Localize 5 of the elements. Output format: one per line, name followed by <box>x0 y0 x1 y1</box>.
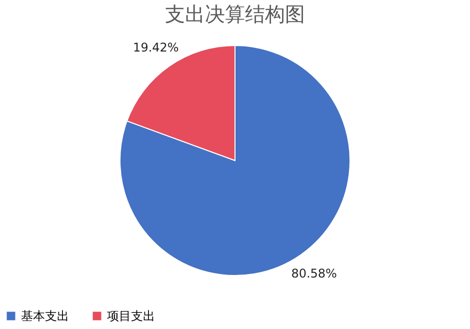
chart-title: 支出决算结构图 <box>165 2 305 26</box>
legend-label: 项目支出 <box>107 309 155 323</box>
legend-label: 基本支出 <box>21 309 69 323</box>
data-label: 80.58% <box>291 266 337 281</box>
data-label: 19.42% <box>133 40 179 54</box>
